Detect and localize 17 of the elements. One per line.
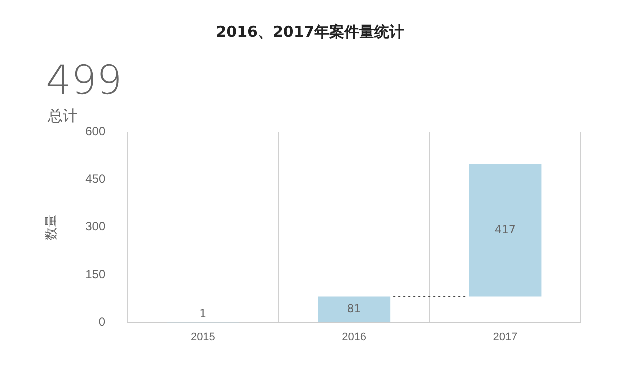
x-tick-label: 2016: [342, 331, 367, 344]
y-tick-label: 300: [86, 220, 106, 234]
y-tick-label: 600: [86, 124, 106, 138]
chart-title: 2016、2017年案件量统计: [216, 22, 405, 41]
data-label: 81: [347, 302, 362, 316]
y-tick-label: 450: [86, 172, 106, 186]
x-tick-label: 2017: [493, 331, 518, 344]
text: 总计: [48, 106, 78, 126]
text: 499: [46, 58, 122, 104]
y-tick-label: 150: [86, 267, 106, 282]
y-tick-label: 0: [98, 315, 106, 330]
bar: [318, 296, 391, 322]
bar: [469, 164, 542, 297]
data-label: 417: [494, 223, 516, 236]
x-tick-label: 2015: [190, 331, 216, 344]
y-axis-title: 数量: [43, 214, 58, 240]
data-label: 1: [200, 308, 207, 321]
